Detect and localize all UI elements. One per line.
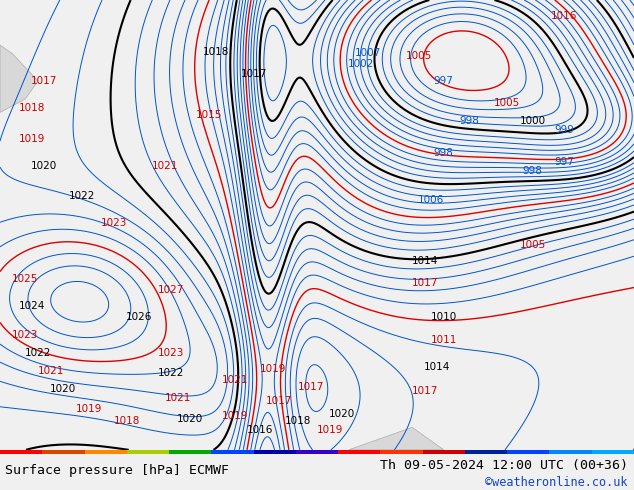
Text: 1010: 1010 (430, 312, 457, 322)
Text: 1017: 1017 (31, 76, 58, 86)
Bar (42, 450, 84, 454)
Text: 1019: 1019 (75, 404, 102, 415)
Text: 1019: 1019 (18, 134, 45, 145)
Text: 1023: 1023 (101, 218, 127, 228)
Bar (338, 450, 380, 454)
Text: 1026: 1026 (126, 312, 153, 322)
Text: 1005: 1005 (494, 98, 521, 108)
Polygon shape (349, 427, 444, 450)
Bar (0, 450, 42, 454)
Text: 1018: 1018 (285, 416, 311, 426)
Polygon shape (0, 45, 38, 113)
Bar (296, 450, 338, 454)
Text: 997: 997 (434, 76, 454, 86)
Bar (211, 450, 254, 454)
Bar (507, 450, 550, 454)
Text: 1023: 1023 (158, 348, 184, 358)
Text: 1017: 1017 (266, 396, 292, 406)
Text: Th 09-05-2024 12:00 UTC (00+36): Th 09-05-2024 12:00 UTC (00+36) (380, 460, 628, 472)
Bar (127, 450, 169, 454)
Text: 1017: 1017 (411, 278, 438, 289)
Text: 1023: 1023 (12, 330, 39, 340)
Text: 1011: 1011 (430, 335, 457, 344)
Text: 1022: 1022 (25, 348, 51, 358)
Text: 1021: 1021 (221, 375, 248, 385)
Text: 1025: 1025 (12, 274, 39, 284)
Text: 1005: 1005 (405, 51, 432, 61)
Text: 1022: 1022 (69, 191, 96, 201)
Bar (254, 450, 296, 454)
Bar (169, 450, 211, 454)
Text: 1002: 1002 (348, 59, 375, 69)
Text: 1020: 1020 (177, 414, 204, 424)
Bar (84, 450, 127, 454)
Text: 998: 998 (434, 148, 454, 158)
Text: 1021: 1021 (164, 393, 191, 403)
Text: 1019: 1019 (316, 424, 343, 435)
Text: 1005: 1005 (519, 240, 546, 250)
Text: 1018: 1018 (202, 47, 229, 57)
Bar (465, 450, 507, 454)
Text: 1014: 1014 (411, 256, 438, 266)
Text: 1024: 1024 (18, 301, 45, 311)
Text: 1000: 1000 (519, 117, 546, 126)
Text: 1016: 1016 (551, 11, 578, 21)
Text: 1014: 1014 (424, 362, 451, 371)
Text: 1019: 1019 (259, 364, 286, 374)
Text: 1021: 1021 (152, 161, 178, 172)
Text: 1027: 1027 (158, 285, 184, 295)
Text: 1018: 1018 (18, 103, 45, 113)
Text: Surface pressure [hPa] ECMWF: Surface pressure [hPa] ECMWF (5, 464, 229, 477)
Text: 998: 998 (459, 117, 479, 126)
Text: 1017: 1017 (240, 69, 267, 79)
Text: ©weatheronline.co.uk: ©weatheronline.co.uk (485, 476, 628, 490)
Text: 1018: 1018 (113, 416, 140, 426)
Text: 1022: 1022 (158, 368, 184, 378)
Text: 1021: 1021 (37, 366, 64, 376)
Text: 1019: 1019 (221, 411, 248, 421)
Text: 1017: 1017 (411, 386, 438, 396)
Text: 997: 997 (554, 157, 574, 167)
Text: 1006: 1006 (418, 195, 444, 205)
Text: 1020: 1020 (50, 384, 77, 394)
Bar (380, 450, 423, 454)
Bar (592, 450, 634, 454)
Text: 1017: 1017 (297, 382, 324, 392)
Text: 1020: 1020 (31, 161, 58, 172)
Text: 1015: 1015 (196, 110, 223, 120)
Text: 1016: 1016 (247, 424, 273, 435)
Text: 1020: 1020 (329, 409, 356, 419)
Text: 999: 999 (554, 125, 574, 135)
Text: 998: 998 (522, 166, 543, 176)
Bar (550, 450, 592, 454)
Text: 1007: 1007 (354, 48, 381, 58)
Bar (423, 450, 465, 454)
